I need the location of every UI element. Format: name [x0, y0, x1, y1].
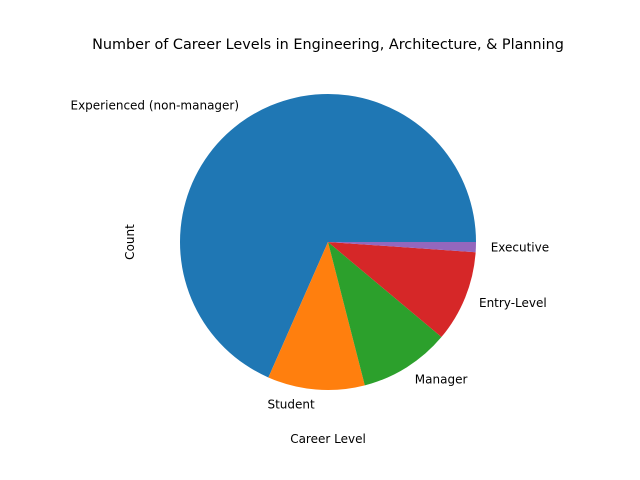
pie-slice-experienced-non-manager — [180, 94, 476, 378]
pie-slice-executive — [328, 242, 476, 253]
pie-slices — [180, 94, 476, 391]
chart-title: Number of Career Levels in Engineering, … — [92, 37, 564, 53]
pie-label-experienced-non-manager: Experienced (non-manager) — [71, 99, 240, 113]
pie-slice-entry-level — [328, 242, 476, 338]
y-axis-label: Count — [123, 224, 137, 260]
pie-slice-student — [268, 242, 365, 391]
pie-slice-manager — [328, 242, 442, 386]
pie-slice-labels: Experienced (non-manager) Student Manager E… — [71, 99, 550, 412]
pie-label-manager: Manager — [415, 373, 468, 387]
pie-label-entry-level: Entry-Level — [479, 296, 547, 310]
pie-label-executive: Executive — [491, 241, 549, 255]
pie-label-student: Student — [267, 397, 315, 411]
x-axis-label: Career Level — [290, 432, 366, 446]
